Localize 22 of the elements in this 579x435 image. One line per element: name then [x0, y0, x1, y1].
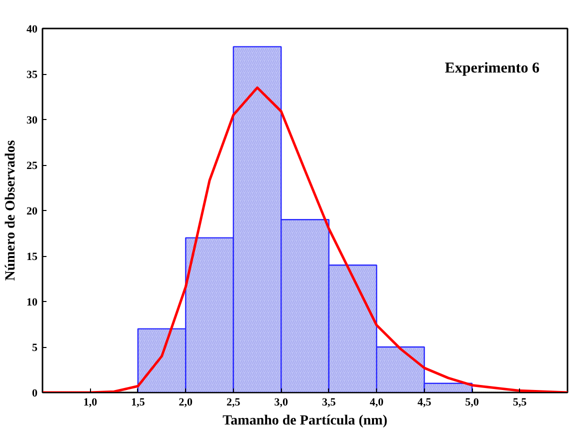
- x-tick-label: 2,0: [178, 396, 194, 408]
- y-tick-label: 25: [26, 160, 38, 172]
- y-tick-label: 30: [26, 114, 38, 126]
- x-axis-title: Tamanho de Partícula (nm): [222, 414, 388, 428]
- y-tick-label: 0: [32, 388, 38, 400]
- annotation: Experimento 6: [444, 60, 540, 76]
- x-tick-label: 5,5: [512, 396, 528, 408]
- y-tick-label: 10: [26, 296, 38, 308]
- x-tick-label: 4,0: [370, 396, 384, 408]
- y-tick-label: 15: [26, 251, 38, 263]
- y-tick-label: 20: [26, 206, 38, 218]
- x-tick-label: 1,0: [83, 396, 98, 408]
- y-tick-label: 40: [26, 24, 38, 36]
- x-tick-label: 3,5: [322, 396, 336, 408]
- x-tick-label: 4,5: [417, 396, 432, 408]
- x-tick-label: 5,0: [465, 396, 480, 408]
- x-tick-label: 2,5: [226, 396, 241, 408]
- x-tick-label: 3,0: [274, 396, 289, 408]
- x-tick-label: 1,5: [131, 396, 146, 408]
- y-axis-title: Número de Observados: [4, 140, 18, 281]
- y-tick-label: 35: [26, 69, 38, 81]
- y-tick-label: 5: [32, 342, 38, 354]
